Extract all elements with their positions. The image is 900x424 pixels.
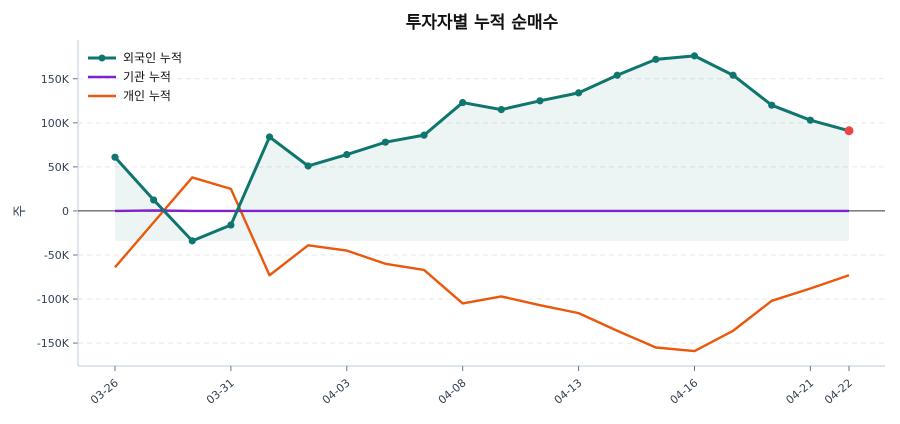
y-tick-label: -50K bbox=[44, 249, 70, 262]
x-tick-label: 04-21 bbox=[783, 376, 816, 407]
y-tick-label: -100K bbox=[37, 293, 70, 306]
data-point bbox=[575, 89, 582, 96]
x-tick-label: 03-26 bbox=[88, 376, 121, 407]
x-tick-label: 04-08 bbox=[436, 376, 469, 407]
y-tick-label: 150K bbox=[41, 73, 70, 86]
data-point bbox=[498, 106, 505, 113]
legend-label: 개인 누적 bbox=[123, 89, 171, 103]
data-point bbox=[807, 117, 814, 124]
data-point bbox=[691, 52, 698, 59]
data-point bbox=[459, 99, 466, 106]
data-point bbox=[343, 151, 350, 158]
data-point bbox=[111, 154, 118, 161]
chart-title: 투자자별 누적 순매수 bbox=[406, 13, 559, 33]
legend-label: 기관 누적 bbox=[123, 70, 171, 84]
data-point bbox=[150, 196, 157, 203]
y-axis-label: 주 bbox=[13, 205, 28, 217]
last-point-marker bbox=[845, 126, 854, 135]
x-tick-label: 03-31 bbox=[204, 376, 237, 407]
x-tick-label: 04-16 bbox=[668, 376, 701, 407]
data-point bbox=[189, 237, 196, 244]
data-point bbox=[614, 72, 621, 79]
data-point bbox=[305, 162, 312, 169]
area-fill bbox=[115, 56, 849, 241]
y-tick-label: -150K bbox=[37, 337, 70, 350]
y-tick-label: 50K bbox=[48, 161, 70, 174]
data-point bbox=[227, 221, 234, 228]
data-point bbox=[266, 133, 273, 140]
data-point bbox=[382, 139, 389, 146]
x-tick-label: 04-13 bbox=[552, 376, 585, 407]
x-tick-label: 04-03 bbox=[320, 376, 353, 407]
y-tick-label: 100K bbox=[41, 117, 70, 130]
data-point bbox=[768, 102, 775, 109]
data-point bbox=[730, 72, 737, 79]
data-point bbox=[420, 132, 427, 139]
y-tick-label: 0 bbox=[62, 205, 69, 218]
x-tick-label: 04-22 bbox=[822, 376, 855, 407]
data-point bbox=[536, 97, 543, 104]
legend-label: 외국인 누적 bbox=[123, 51, 182, 65]
legend-marker bbox=[99, 55, 106, 62]
data-point bbox=[652, 56, 659, 63]
